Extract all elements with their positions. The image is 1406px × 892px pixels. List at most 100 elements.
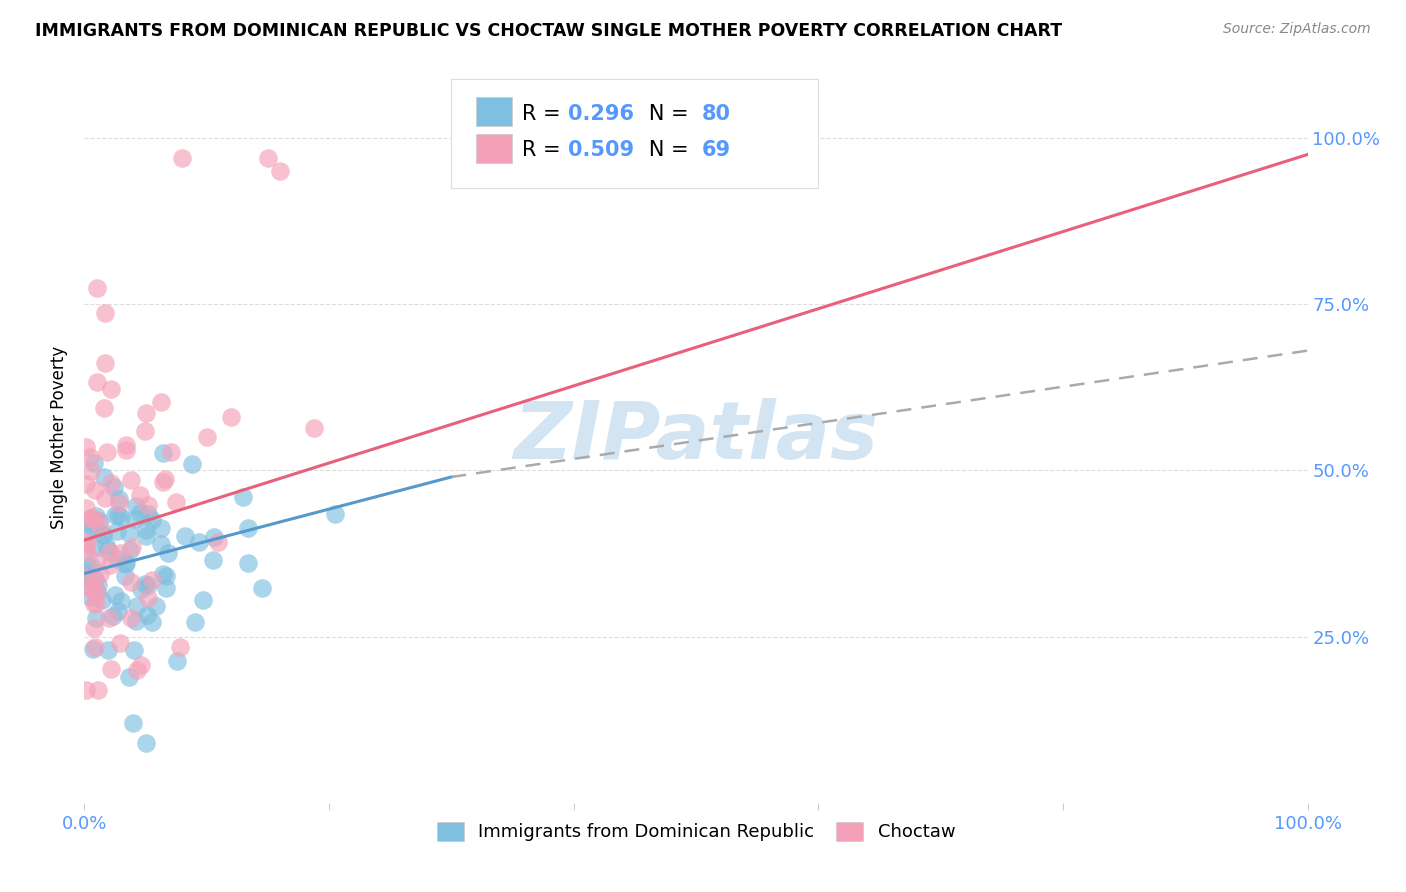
Point	[87, 578, 110, 592]
Text: ZIPatlas: ZIPatlas	[513, 398, 879, 476]
Point	[136, 591, 159, 606]
Point	[84, 611, 107, 625]
Point	[93, 491, 115, 506]
Point	[219, 410, 242, 425]
Point	[75, 572, 97, 586]
Point	[110, 636, 132, 650]
Point	[118, 670, 141, 684]
FancyBboxPatch shape	[451, 78, 818, 188]
Point	[135, 736, 157, 750]
Point	[80, 582, 103, 596]
Point	[90, 592, 112, 607]
Point	[120, 543, 142, 558]
Point	[97, 542, 120, 557]
Point	[91, 526, 114, 541]
Point	[96, 445, 118, 459]
Bar	[475, 134, 513, 163]
Point	[135, 407, 157, 421]
Point	[202, 552, 225, 566]
Point	[86, 508, 108, 523]
Point	[93, 356, 115, 370]
Point	[84, 596, 107, 610]
Point	[110, 594, 132, 608]
Point	[172, 151, 194, 165]
Point	[169, 640, 191, 654]
Point	[75, 476, 97, 491]
Point	[75, 539, 97, 553]
Point	[155, 569, 177, 583]
Point	[79, 450, 101, 465]
Text: IMMIGRANTS FROM DOMINICAN REPUBLIC VS CHOCTAW SINGLE MOTHER POVERTY CORRELATION : IMMIGRANTS FROM DOMINICAN REPUBLIC VS CH…	[35, 22, 1063, 40]
Point	[115, 438, 138, 452]
Point	[104, 508, 127, 522]
Point	[79, 511, 101, 525]
Point	[232, 490, 254, 504]
Point	[236, 521, 259, 535]
Point	[108, 495, 131, 509]
Point	[152, 446, 174, 460]
Point	[87, 514, 110, 528]
Point	[75, 516, 97, 530]
Point	[86, 584, 108, 599]
Point	[118, 525, 141, 540]
Point	[79, 590, 101, 604]
Text: R =: R =	[522, 103, 568, 124]
Point	[114, 569, 136, 583]
Point	[82, 642, 104, 657]
Point	[141, 615, 163, 629]
Point	[84, 640, 107, 654]
Point	[120, 611, 142, 625]
Point	[187, 534, 209, 549]
Point	[75, 526, 97, 541]
Point	[250, 581, 273, 595]
Point	[107, 551, 129, 566]
Text: 0.509: 0.509	[568, 140, 634, 161]
Point	[195, 430, 218, 444]
Point	[155, 581, 177, 595]
Point	[76, 535, 98, 549]
Point	[152, 475, 174, 489]
Point	[153, 472, 176, 486]
Point	[79, 566, 101, 581]
Point	[83, 541, 105, 555]
Point	[166, 655, 188, 669]
Point	[86, 585, 108, 599]
Point	[125, 499, 148, 513]
Point	[105, 524, 128, 539]
Point	[136, 607, 159, 622]
Point	[75, 570, 97, 584]
Point	[98, 558, 121, 572]
Point	[82, 582, 104, 596]
Point	[97, 611, 120, 625]
Point	[202, 530, 225, 544]
Point	[107, 492, 129, 507]
Point	[86, 553, 108, 567]
Point	[80, 464, 103, 478]
Point	[82, 574, 104, 588]
Point	[149, 395, 172, 409]
Point	[120, 574, 142, 589]
Point	[145, 599, 167, 613]
Point	[84, 483, 107, 498]
Point	[125, 614, 148, 628]
Point	[138, 507, 160, 521]
Point	[183, 615, 205, 630]
Point	[100, 544, 122, 558]
Point	[114, 557, 136, 571]
Point	[75, 544, 97, 558]
Point	[236, 556, 259, 570]
Point	[191, 593, 214, 607]
Point	[110, 510, 132, 524]
Point	[120, 473, 142, 487]
Point	[128, 487, 150, 501]
Point	[83, 456, 105, 470]
Point	[257, 151, 280, 165]
Point	[76, 558, 98, 573]
Point	[135, 523, 157, 537]
Point	[108, 546, 131, 560]
Point	[104, 588, 127, 602]
Point	[107, 604, 129, 618]
Point	[136, 498, 159, 512]
Text: R =: R =	[522, 140, 568, 161]
Point	[93, 401, 115, 415]
